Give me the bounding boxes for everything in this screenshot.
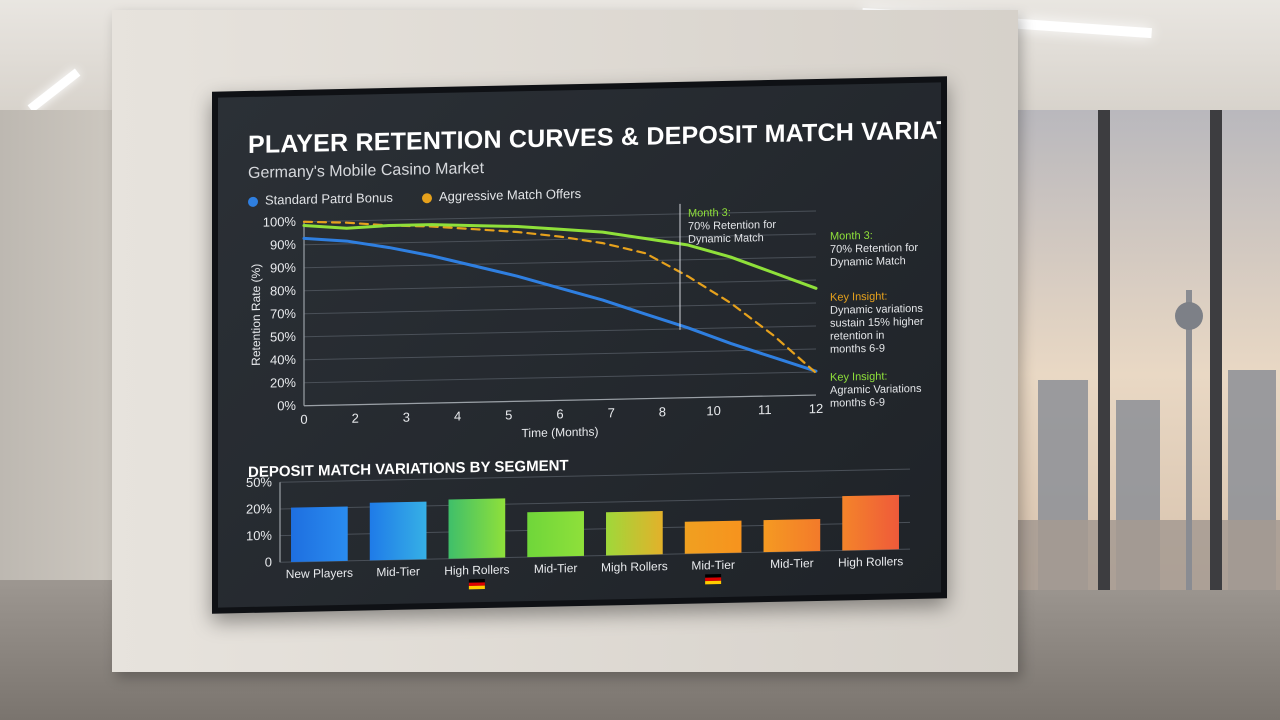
bar-3 — [527, 511, 584, 558]
germany-flag-icon — [705, 577, 722, 582]
bar-y-tick-label: 20% — [246, 501, 272, 517]
x-tick-label: 5 — [505, 407, 512, 422]
x-axis — [304, 394, 816, 407]
wall-screen: PLAYER RETENTION CURVES & DEPOSIT MATCH … — [212, 76, 947, 614]
x-tick-label: 0 — [300, 412, 307, 427]
gridline — [304, 325, 816, 338]
y-tick-label: 70% — [270, 306, 296, 322]
bar-0 — [291, 506, 348, 563]
x-tick-label: 2 — [352, 411, 359, 426]
series-line-2 — [302, 223, 818, 290]
gridline — [304, 233, 816, 246]
chart-callout: Month 3: 70% Retention for Dynamic Match — [688, 206, 776, 247]
callout-body: 70% Retention for Dynamic Match — [830, 241, 919, 269]
x-tick-label: 6 — [556, 406, 563, 421]
gridline — [304, 302, 816, 315]
gridline — [304, 279, 816, 292]
bar-4 — [606, 511, 663, 556]
tv-tower — [1186, 290, 1192, 590]
bar-2 — [448, 498, 506, 559]
y-tick-label: 0% — [277, 398, 296, 413]
bar-category-label: Mid-Tier — [770, 556, 814, 571]
callout-body: Agramic Variations months 6-9 — [830, 382, 922, 410]
germany-flag-icon — [468, 585, 485, 590]
x-tick-label: 11 — [758, 402, 771, 417]
callout-head: Key Insight: — [830, 290, 888, 304]
bar-y-tick-label: 50% — [246, 474, 272, 490]
bar-1 — [369, 501, 427, 561]
bar-7 — [842, 494, 899, 551]
bar-category-label: Migh Rollers — [601, 559, 668, 574]
y-tick-label: 20% — [270, 375, 296, 391]
x-tick-label: 10 — [706, 403, 720, 418]
charts-canvas: 100% 90% 90% 80% 70% 50% 40% 20% 0% 0 2 3 4 5 6 7 8 10 11 1… — [246, 203, 910, 590]
bar-y-tick-label: 10% — [246, 528, 272, 544]
bar-category-label: Mid-Tier — [691, 558, 735, 573]
bar-5 — [684, 520, 742, 554]
gridline — [304, 371, 816, 384]
left-wall — [0, 110, 118, 650]
callout-head: Month 3: — [830, 229, 873, 243]
lower-buildings — [1018, 520, 1280, 590]
x-tick-label: 12 — [809, 401, 823, 416]
y-tick-label: 100% — [263, 214, 297, 230]
germany-flag-icon — [468, 582, 485, 587]
callout-head: Month 3: — [688, 206, 731, 220]
dashboard-panel: PLAYER RETENTION CURVES & DEPOSIT MATCH … — [218, 82, 941, 608]
series-line-0 — [302, 236, 818, 373]
y-tick-label: 50% — [270, 329, 296, 345]
bar-y-tick-label: 0 — [265, 554, 272, 569]
bar-category-label: High Rollers — [444, 562, 509, 577]
window-frame — [1098, 110, 1110, 590]
tv-tower-sphere — [1175, 302, 1203, 330]
bar-category-label: High Rollers — [838, 554, 903, 569]
bar-category-label: New Players — [286, 566, 353, 581]
gridline — [304, 210, 816, 223]
y-tick-label: 90% — [270, 237, 296, 253]
callout-body: 70% Retention for Dynamic Match — [688, 218, 777, 246]
callout-head: Key Insight: — [830, 370, 888, 384]
x-tick-label: 8 — [659, 404, 666, 419]
x-axis-label: Time (Months) — [522, 425, 599, 441]
y-tick-label: 80% — [270, 283, 296, 299]
side-callout-1: Month 3: 70% Retention for Dynamic Match — [830, 229, 918, 270]
x-tick-label: 7 — [608, 405, 615, 420]
window-frame — [1210, 110, 1222, 590]
y-tick-label: 40% — [270, 352, 296, 368]
bar-gridline — [280, 468, 910, 483]
bar-category-label: Mid-Tier — [534, 561, 578, 576]
y-tick-label: 90% — [270, 260, 296, 276]
city-window — [1018, 110, 1280, 590]
bar-6 — [763, 518, 821, 553]
germany-flag-icon — [468, 578, 485, 583]
gridline — [304, 256, 816, 269]
x-tick-label: 4 — [454, 408, 461, 423]
side-callout-2: Key Insight: Dynamic variations sustain … — [830, 290, 924, 357]
side-callout-3: Key Insight: Agramic Variations months 6… — [830, 370, 922, 411]
germany-flag-icon — [705, 580, 722, 585]
bar-category-label: Mid-Tier — [376, 564, 420, 579]
x-tick-label: 3 — [403, 410, 410, 425]
y-axis-label: Retention Rate (%) — [249, 264, 263, 366]
gridline — [304, 348, 816, 361]
callout-body: Dynamic variations sustain 15% higher re… — [830, 302, 924, 356]
germany-flag-icon — [705, 574, 722, 578]
